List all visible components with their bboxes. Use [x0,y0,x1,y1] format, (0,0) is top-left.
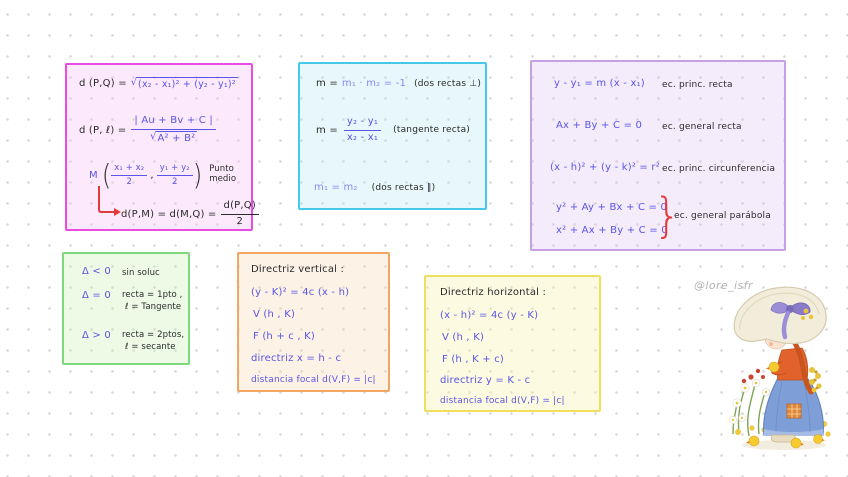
directrix-vertical-card: Directriz vertical : (y - K)² = 4c (x - … [237,252,390,392]
formula: m₁ = m₂ [314,182,358,193]
denominator: 2 [172,176,178,187]
red-flowers [741,368,765,384]
fraction: y₁ + y₂ 2 [156,163,193,187]
note: (dos rectas ‖) [371,182,436,193]
note: ℓ = Tangente [125,302,182,312]
patch [786,403,802,419]
denominator: 2 [236,215,244,227]
hat-brim-line [739,292,820,331]
chick-beak [766,367,769,370]
fraction: x₁ + x₂ 2 [111,163,148,187]
parabola-formula-x: x² + Ax + By + C = 0 [556,225,668,236]
delta-zero: Δ = 0 [82,290,111,301]
patch-check [787,404,801,418]
line-general-formula: Ax + By + C = 0 [556,120,643,131]
delta-negative: Δ < 0 [82,266,111,277]
comma: , [150,169,154,181]
parallel-slopes-line: m₁ = m₂ (dos rectas ‖) [314,182,435,193]
close-paren: ) [192,157,203,192]
midpoint-label: Punto medio [209,164,237,185]
skirt-seams [775,381,811,433]
distance-line-formula: d (P, ℓ) = | Au + Bv + C | √ A² + B² [79,115,216,145]
chick-beaks [746,439,825,446]
bow-left [770,302,791,314]
distance-point-formula: d (P,Q) = √ (x₂ - x₁)² + (y₂ - y₁)² [79,77,238,90]
parabola-equation: (y - K)² = 4c (x - h) [251,287,350,298]
general-equations-card: y - y₁ = m (x - x₁) ec. princ. recta Ax … [530,60,786,251]
distance-formulas-card: d (P,Q) = √ (x₂ - x₁)² + (y₂ - y₁)² d (P… [65,63,259,231]
radical-body: (x₂ - x₁)² + (y₂ - y₁)² [136,77,238,90]
denominator: 2 [126,176,133,187]
red-arrow [98,186,121,216]
numerator: d(P,Q) [220,200,259,215]
radical-body: A² + B² [155,130,198,144]
slope-definition-line: m = y₂ - y₁ x₂ - x₁ (tangente recta) [316,116,470,144]
watermark: @lore_isfr [694,279,753,292]
midpoint-m: M [89,169,98,181]
note: recta = 1pto , [122,290,183,300]
midpoint-formula: M ( x₁ + x₂ 2 , y₁ + y₂ 2 ) Punto medio [89,157,237,192]
note: ec. princ. recta [662,80,733,90]
note: ec. princ. circunferencia [662,164,776,174]
note: ec. general recta [662,122,742,132]
note: sin soluc [122,268,160,278]
sqrt-sign: √ [149,130,157,142]
hat-flowers [801,308,814,320]
note: ℓ = secante [125,342,176,352]
denominator: x₂ - x₁ [346,131,379,143]
formula-lhs: m = [316,124,338,136]
girl-illustration [729,286,831,450]
formula-lhs: m = [316,78,338,89]
skirt-hem [764,429,823,435]
directrix-horizontal-card: Directriz horizontal : (x - h)² = 4c (y … [424,275,601,412]
chicks [748,434,823,449]
formula-rhs: m₁ · m₂ = -1 [341,78,407,89]
focal-distance: distancia focal d(V,F) = |c| [251,375,376,385]
numerator: x₁ + x₂ [111,163,148,176]
note: recta = 2ptos, [122,330,185,340]
focus: F (h + c , K) [253,331,315,342]
focus: F (h , K + c) [442,354,504,365]
formula-lhs: d(P,M) = d(M,Q) = [121,208,217,220]
numerator: y₁ + y₂ [156,163,193,176]
formula-lhs: d (P,Q) = [79,78,127,89]
discriminant-card: Δ < 0 sin soluc Δ = 0 recta = 1pto , ℓ =… [62,252,190,365]
directrix-equation: directriz y = K - c [440,375,531,386]
delta-positive: Δ > 0 [82,330,111,341]
directrix-equation: directriz x = h - c [251,353,342,364]
slope-formulas-card: m = m₁ · m₂ = -1 (dos rectas ⊥) m = y₂ -… [298,62,487,210]
card-title: Directriz vertical : [251,264,345,275]
fraction: | Au + Bv + C | √ A² + B² [131,115,216,145]
open-paren: ( [101,157,112,192]
braid-bouquet-shade [813,370,819,390]
formula-lhs: d (P, ℓ) = [79,124,127,136]
half-distance-formula: d(P,M) = d(M,Q) = d(P,Q) 2 [121,200,259,228]
ribbon-tail [781,310,791,340]
focal-distance: distancia focal d(V,F) = |c| [440,396,565,406]
note: (dos rectas ⊥) [414,78,482,89]
vertex: V (h , K) [253,309,296,320]
red-brace: } [654,188,681,243]
card-title: Directriz horizontal : [440,287,547,298]
ground-shadow [742,440,826,450]
note: ec. general parábola [674,211,771,221]
denominator: √ A² + B² [149,130,198,146]
parabola-equation: (x - h)² = 4c (y - K) [440,310,539,321]
fraction: y₂ - y₁ x₂ - x₁ [343,116,382,144]
note: (tangente recta) [393,125,471,135]
vertex: V (h , K) [442,332,485,343]
line-point-slope-formula: y - y₁ = m (x - x₁) [554,78,645,89]
perpendicular-slopes-line: m = m₁ · m₂ = -1 (dos rectas ⊥) [316,78,481,89]
numerator: y₂ - y₁ [343,116,382,131]
chick-in-hand [768,361,780,373]
circle-formula: (x - h)² + (y - k)² = r² [550,162,660,173]
sqrt-sign: √ [130,77,138,88]
blush [769,342,773,346]
radical-expression: √ (x₂ - x₁)² + (y₂ - y₁)² [131,77,238,90]
fraction: d(P,Q) 2 [220,200,259,228]
parabola-formula-y: y² + Ay + Bx + C = 0 [556,202,668,213]
numerator: | Au + Bv + C | [131,115,216,130]
